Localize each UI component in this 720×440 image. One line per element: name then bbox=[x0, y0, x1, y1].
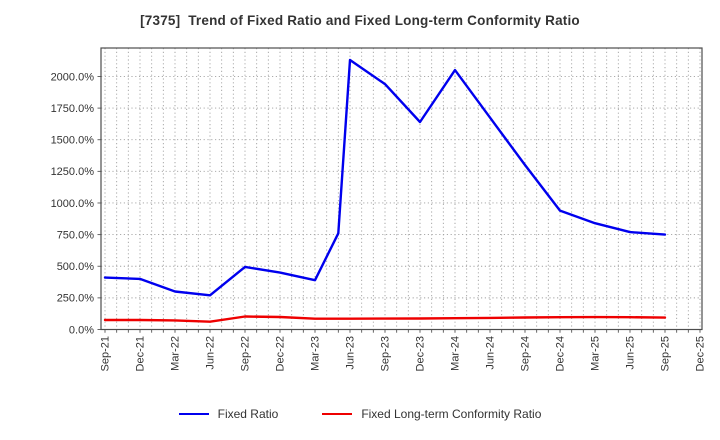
x-tick-label: Sep-24 bbox=[520, 336, 532, 371]
series-line-fixed-longterm-conformity-ratio bbox=[103, 315, 667, 323]
legend: Fixed Ratio Fixed Long-term Conformity R… bbox=[0, 403, 720, 425]
series-line-fixed-ratio bbox=[103, 58, 667, 297]
x-tick-label: Sep-23 bbox=[380, 336, 392, 371]
x-tick-label: Mar-22 bbox=[170, 336, 182, 371]
legend-label: Fixed Ratio bbox=[217, 407, 279, 421]
x-tick-label: Dec-21 bbox=[135, 336, 147, 371]
blue-line-swatch-icon bbox=[178, 413, 209, 415]
y-tick-label: 750.0% bbox=[57, 229, 95, 241]
x-tick-label: Sep-21 bbox=[100, 336, 112, 371]
legend-label: Fixed Long-term Conformity Ratio bbox=[361, 407, 542, 421]
x-tick-label: Mar-24 bbox=[450, 336, 462, 371]
x-tick-label: Mar-25 bbox=[590, 336, 602, 371]
y-tick-label: 500.0% bbox=[57, 261, 95, 273]
plot-border bbox=[100, 47, 703, 331]
x-tick-label: Mar-23 bbox=[310, 336, 322, 371]
x-tick-label: Dec-25 bbox=[695, 336, 707, 371]
x-tick-label: Jun-23 bbox=[345, 336, 357, 370]
x-tick-label: Jun-25 bbox=[625, 336, 637, 370]
x-tick-label: Dec-23 bbox=[415, 336, 427, 371]
y-tick-label: 0.0% bbox=[69, 324, 94, 336]
x-tick-label: Dec-24 bbox=[555, 336, 567, 371]
x-tick-label: Dec-22 bbox=[275, 336, 287, 371]
red-line-swatch-icon bbox=[322, 413, 353, 415]
y-tick-label: 250.0% bbox=[57, 293, 95, 305]
y-tick-label: 1750.0% bbox=[51, 103, 95, 115]
legend-item-fixed-longterm-conformity-ratio: Fixed Long-term Conformity Ratio bbox=[322, 407, 541, 421]
x-tick-label: Jun-24 bbox=[485, 336, 497, 370]
chart-title: [7375] Trend of Fixed Ratio and Fixed Lo… bbox=[140, 13, 580, 28]
x-tick-label: Jun-22 bbox=[205, 336, 217, 370]
y-tick-label: 2000.0% bbox=[51, 71, 95, 83]
x-tick-label: Sep-25 bbox=[660, 336, 672, 371]
legend-item-fixed-ratio: Fixed Ratio bbox=[178, 407, 279, 421]
x-tick-label: Sep-22 bbox=[240, 336, 252, 371]
y-tick-label: 1500.0% bbox=[51, 135, 95, 147]
y-tick-label: 1000.0% bbox=[51, 198, 95, 210]
y-tick-label: 1250.0% bbox=[51, 166, 95, 178]
